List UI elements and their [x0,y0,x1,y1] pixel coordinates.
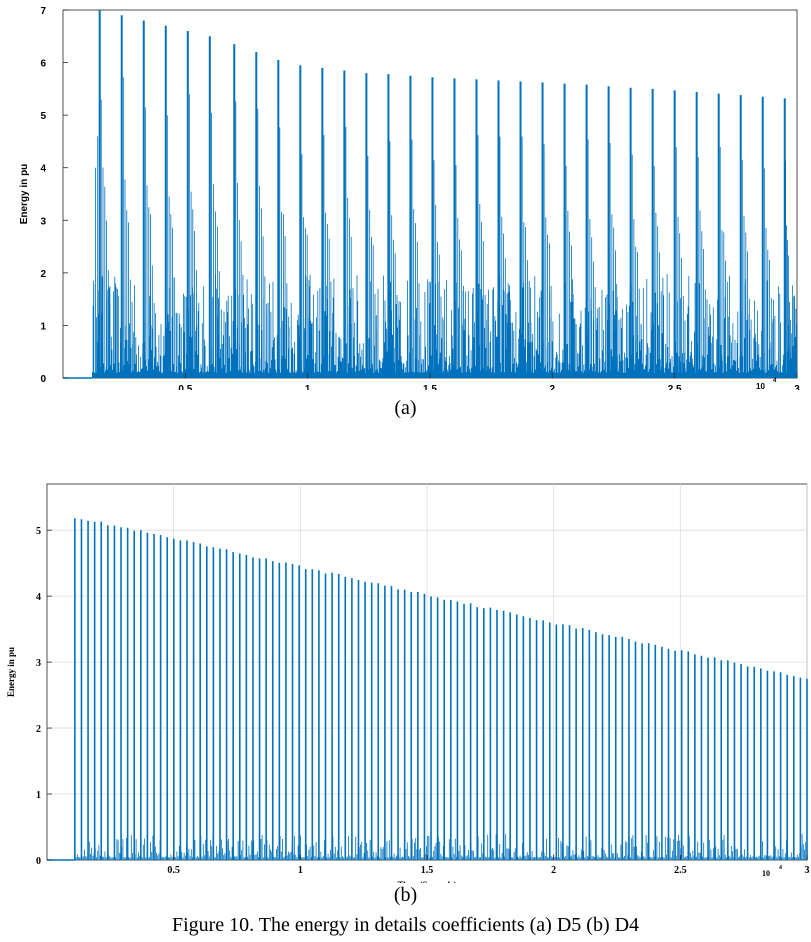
chart-1-xlabel: Time (Seconds) [397,880,456,883]
chart-1-xtick-label: 0.5 [167,865,180,876]
chart-1-svg: 0.5 1 1.5 2 2.5 3 0 1 2 3 4 5 Time (Seconds) Energy i… [6,483,810,890]
chart-0-ytick-label: 1 [40,321,46,332]
panel-label-a: (a) [394,397,417,419]
chart-1-ytick-label: 4 [36,592,41,603]
chart-0-xtick-label: 1.5 [423,384,437,390]
chart-1-ylabel: Energy in pu [6,647,16,697]
chart-0-ytick-label: 4 [40,164,46,175]
chart-1-xtick-label: 1.5 [421,865,434,876]
chart-0-x-multiplier-exp: 4 [773,378,777,384]
chart-0-svg: 0.511.522.5301234567Time (seconds)Energy… [19,6,800,408]
chart-1-xtick-label: 2.5 [674,865,687,876]
chart-1-xtick-label: 3 [805,865,810,876]
chart-0-x-multiplier: 10 [756,382,765,390]
chart-0-xtick-label: 0.5 [178,384,192,390]
chart-0-ytick-label: 2 [40,269,46,280]
chart-0-xtick-label: 1 [305,384,311,390]
panel-label-b: (b) [393,884,418,906]
chart-1-x-multiplier-exp: 4 [779,865,782,871]
chart-0-ytick-label: 7 [40,6,46,17]
chart-0-xtick-label: 2 [550,384,556,390]
chart-1-noise [74,834,808,860]
chart-1-xtick-label: 2 [551,865,556,876]
chart-1-ytick-label: 3 [36,658,41,669]
chart-b: 0.5 1 1.5 2 2.5 3 0 1 2 3 4 5 Time (Seconds) Energy i… [0,478,811,890]
chart-1-series [47,518,808,861]
chart-0-ylabel: Energy in pu [19,164,30,225]
chart-0-ytick-label: 6 [40,59,46,70]
chart-1-ytick-label: 2 [36,724,41,735]
chart-0-xtick-label: 3 [794,384,800,390]
figure-caption: Figure 10. The energy in details coeffic… [171,914,640,936]
chart-0-ytick-label: 0 [40,374,46,385]
chart-a: 0.511.522.5301234567Time (seconds)Energy… [0,0,811,408]
chart-0-xtick-label: 2.5 [668,384,682,390]
chart-1-ytick-label: 1 [36,790,41,801]
chart-0-ytick-label: 3 [40,216,46,227]
chart-1-x-multiplier: 10 [762,869,770,878]
chart-1-xtick-label: 1 [298,865,303,876]
chart-1-ytick-label: 5 [36,526,41,537]
chart-1-ytick-label: 0 [36,856,41,867]
chart-0-ytick-label: 5 [40,111,46,122]
